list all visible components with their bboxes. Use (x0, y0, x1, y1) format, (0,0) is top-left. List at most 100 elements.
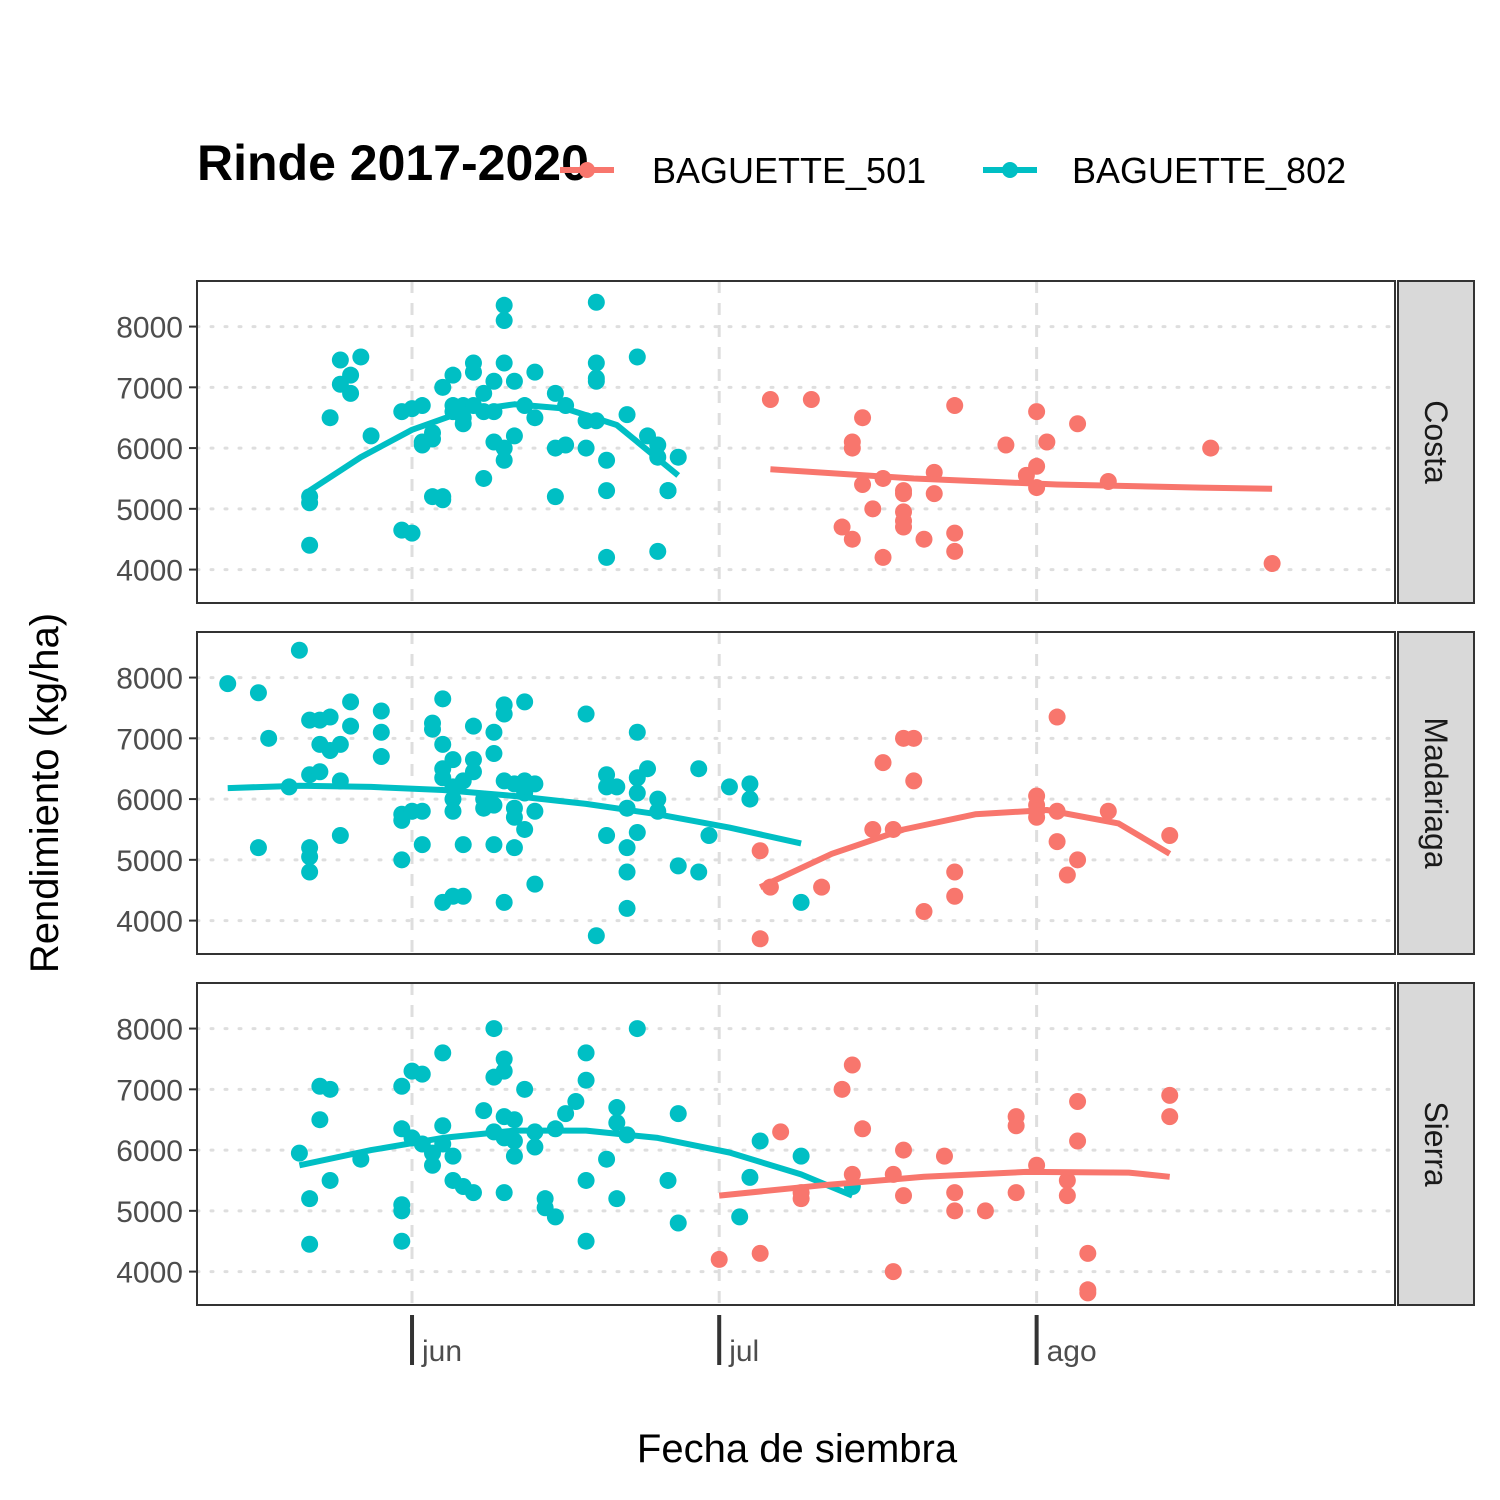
data-point (505, 1132, 523, 1150)
data-point (1069, 415, 1087, 433)
data-point (792, 893, 810, 911)
y-tick-label: 5000 (116, 1196, 183, 1229)
data-point (598, 548, 616, 566)
data-point (454, 836, 472, 854)
data-point (843, 530, 861, 548)
data-point (895, 518, 913, 536)
trend-line (718, 1168, 1171, 1199)
data-point (546, 488, 564, 506)
data-point (895, 1141, 913, 1159)
y-tick-label: 7000 (116, 1074, 183, 1107)
legend-label-baguette-802: BAGUETTE_802 (1072, 150, 1346, 191)
y-tick-label: 5000 (116, 845, 183, 878)
data-point (249, 839, 267, 857)
data-point (659, 482, 677, 500)
data-point (567, 1092, 585, 1110)
y-tick-label: 4000 (116, 906, 183, 939)
panel-border (196, 982, 1396, 1306)
series-baguette-501 (761, 390, 1281, 573)
data-point (475, 469, 493, 487)
data-point (495, 311, 513, 329)
data-point (495, 439, 513, 457)
data-point (915, 902, 933, 920)
data-point (751, 1244, 769, 1262)
data-point (475, 1102, 493, 1120)
data-point (854, 476, 872, 494)
data-point (813, 878, 831, 896)
data-point (935, 1147, 953, 1165)
data-point (608, 778, 626, 796)
data-point (393, 1077, 411, 1095)
data-point (1058, 1187, 1076, 1205)
data-point (516, 820, 534, 838)
data-point (495, 893, 513, 911)
data-point (946, 524, 964, 542)
data-point (301, 1235, 319, 1253)
data-point (290, 1144, 308, 1162)
data-point (413, 1065, 431, 1083)
data-point (874, 548, 892, 566)
y-tick-label: 6000 (116, 1135, 183, 1168)
data-point (372, 702, 390, 720)
data-point (495, 705, 513, 723)
data-point (526, 875, 544, 893)
panel-border (196, 280, 1396, 604)
data-point (321, 1171, 339, 1189)
data-point (618, 406, 636, 424)
series-baguette-501 (751, 708, 1179, 948)
data-point (741, 1168, 759, 1186)
data-point (464, 1184, 482, 1202)
series-baguette-802 (301, 293, 687, 566)
data-point (598, 766, 616, 784)
data-point (505, 839, 523, 857)
data-point (434, 378, 452, 396)
data-point (546, 384, 564, 402)
data-point (946, 397, 964, 415)
data-point (751, 842, 769, 860)
data-point (219, 675, 237, 693)
data-point (669, 448, 687, 466)
chart-title: Rinde 2017-2020 (197, 135, 589, 191)
data-point (393, 1232, 411, 1250)
data-point (1161, 1086, 1179, 1104)
data-point (997, 436, 1015, 454)
data-point (946, 542, 964, 560)
data-point (1028, 403, 1046, 421)
data-point (557, 436, 575, 454)
data-point (1058, 1171, 1076, 1189)
data-point (1079, 1244, 1097, 1262)
data-point (495, 451, 513, 469)
data-point (720, 778, 738, 796)
data-point (495, 1050, 513, 1068)
data-point (475, 384, 493, 402)
data-point (1099, 802, 1117, 820)
data-point (413, 836, 431, 854)
data-point (526, 802, 544, 820)
data-point (895, 485, 913, 503)
data-point (751, 1132, 769, 1150)
data-point (587, 927, 605, 945)
data-point (618, 839, 636, 857)
data-point (464, 717, 482, 735)
data-point (444, 790, 462, 808)
data-point (649, 790, 667, 808)
data-point (946, 863, 964, 881)
data-point (464, 363, 482, 381)
data-point (321, 409, 339, 427)
data-point (301, 848, 319, 866)
data-point (434, 488, 452, 506)
series-baguette-802 (219, 641, 810, 945)
data-point (485, 796, 503, 814)
data-point (628, 723, 646, 741)
data-point (454, 887, 472, 905)
facet-strip (1397, 280, 1475, 604)
data-point (905, 729, 923, 747)
y-tick-label: 4000 (116, 555, 183, 588)
data-point (1048, 833, 1066, 851)
data-point (608, 1099, 626, 1117)
data-point (444, 1147, 462, 1165)
data-point (690, 863, 708, 881)
data-point (874, 754, 892, 772)
data-point (444, 366, 462, 384)
